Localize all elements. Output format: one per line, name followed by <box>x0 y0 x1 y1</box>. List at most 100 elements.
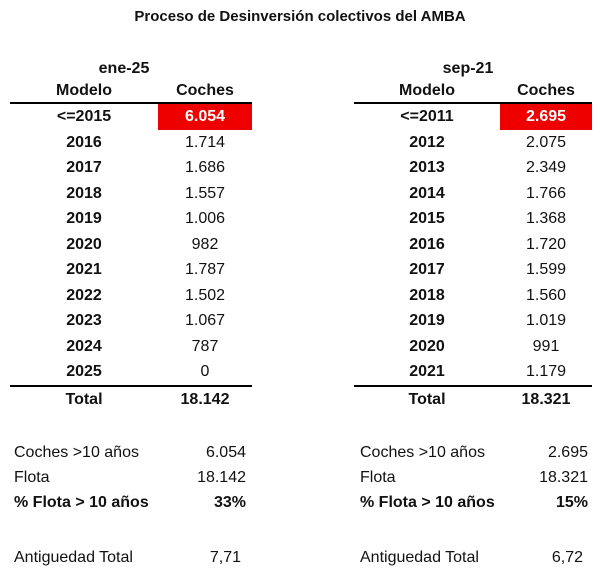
header-modelo: Modelo <box>56 82 112 99</box>
cell-coches: 1.714 <box>184 133 226 151</box>
table-row: 2020 982 <box>10 232 252 258</box>
stat-value: 7,71 <box>209 549 241 566</box>
cell-modelo: 2017 <box>66 159 102 176</box>
cell-modelo: 2012 <box>409 133 445 151</box>
table-row: 2019 1.019 <box>354 308 592 334</box>
stat-flota-row: Flota 18.321 <box>360 465 588 490</box>
stat-label: % Flota > 10 años <box>360 494 495 511</box>
stat-value: 18.142 <box>197 469 246 486</box>
total-label: Total <box>408 390 446 408</box>
cell-modelo: 2021 <box>66 261 102 278</box>
total-value: 18.321 <box>521 390 571 408</box>
cell-modelo: 2021 <box>409 363 445 380</box>
table-row: 2017 1.686 <box>10 155 252 181</box>
table-date: ene-25 <box>98 60 150 77</box>
total-row: Total 18.142 <box>10 384 252 413</box>
table-ene-25: ene-25 Modelo Coches <=2015 6.054 2016 1.71… <box>10 58 252 412</box>
stat-label: % Flota > 10 años <box>14 494 149 511</box>
stat-label: Flota <box>360 469 396 486</box>
header-coches: Coches <box>517 82 575 99</box>
cell-coches: 0 <box>200 363 210 380</box>
cell-coches: 1.720 <box>525 235 567 253</box>
table-row: 2018 1.560 <box>354 283 592 309</box>
cell-coches: 1.019 <box>525 312 567 329</box>
cell-coches: 1.006 <box>184 210 226 227</box>
cell-coches: 991 <box>532 337 560 355</box>
stat-label: Antiguedad Total <box>14 549 133 566</box>
cell-coches: 1.560 <box>525 286 567 304</box>
table-row: 2020 991 <box>354 334 592 360</box>
cell-coches: 1.179 <box>525 363 567 380</box>
total-value: 18.142 <box>180 390 230 408</box>
cell-modelo: 2020 <box>66 235 102 253</box>
cell-modelo: 2023 <box>66 312 102 329</box>
cell-modelo: <=2015 <box>56 108 112 125</box>
cell-modelo: 2022 <box>66 286 102 304</box>
table-row: <=2015 6.054 <box>10 104 252 130</box>
stat-label: Antiguedad Total <box>360 549 479 566</box>
stat-coches-row: Coches >10 años 6.054 <box>14 440 246 465</box>
table-row: 2024 787 <box>10 334 252 360</box>
cell-coches: 1.557 <box>184 184 226 202</box>
stat-pct-row: % Flota > 10 años 33% <box>14 490 246 515</box>
stat-antiguedad-row: Antiguedad Total 7,71 <box>14 545 246 570</box>
cell-coches: 982 <box>191 235 219 253</box>
cell-coches-highlight: 2.695 <box>500 104 592 130</box>
cell-modelo: 2025 <box>66 363 102 380</box>
stat-coches-row: Coches >10 años 2.695 <box>360 440 588 465</box>
stats-ene-25: Coches >10 años 6.054 Flota 18.142 % Flo… <box>14 440 246 570</box>
table-row: 2021 1.787 <box>10 257 252 283</box>
cell-coches: 2.075 <box>525 133 567 151</box>
cell-modelo: 2017 <box>409 261 445 278</box>
cell-modelo: 2013 <box>409 159 445 176</box>
stat-label: Coches >10 años <box>14 444 139 461</box>
cell-coches: 1.599 <box>525 261 567 278</box>
stat-value: 15% <box>555 494 588 511</box>
table-row: 2014 1.766 <box>354 181 592 207</box>
cell-coches: 1.787 <box>184 261 226 278</box>
table-row: 2022 1.502 <box>10 283 252 309</box>
stat-label: Coches >10 años <box>360 444 485 461</box>
table-sep-21: sep-21 Modelo Coches <=2011 2.695 2012 2.07… <box>354 58 592 412</box>
cell-modelo: 2018 <box>66 184 102 202</box>
page-title: Proceso de Desinversión colectivos del A… <box>134 8 466 25</box>
table-row: 2016 1.720 <box>354 232 592 258</box>
cell-modelo: 2020 <box>409 337 445 355</box>
cell-coches: 1.686 <box>184 159 226 176</box>
stat-antiguedad-row: Antiguedad Total 6,72 <box>360 545 588 570</box>
table-row: 2015 1.368 <box>354 206 592 232</box>
cell-modelo: 2014 <box>409 184 445 202</box>
table-header: Modelo Coches <box>10 80 252 104</box>
table-row: 2021 1.179 <box>354 359 592 385</box>
table-row: 2019 1.006 <box>10 206 252 232</box>
total-label: Total <box>65 390 103 408</box>
table-row: 2025 0 <box>10 359 252 385</box>
stats-sep-21: Coches >10 años 2.695 Flota 18.321 % Flo… <box>360 440 588 570</box>
table-row: 2018 1.557 <box>10 181 252 207</box>
cell-coches: 1.502 <box>184 286 226 304</box>
cell-coches: 1.067 <box>184 312 226 329</box>
header-modelo: Modelo <box>399 82 455 99</box>
cell-modelo: 2018 <box>409 286 445 304</box>
stat-pct-row: % Flota > 10 años 15% <box>360 490 588 515</box>
total-row: Total 18.321 <box>354 384 592 413</box>
cell-modelo: 2024 <box>66 337 102 355</box>
stat-label: Flota <box>14 469 50 486</box>
table-header: Modelo Coches <box>354 80 592 104</box>
table-date: sep-21 <box>442 60 494 77</box>
stat-value: 18.321 <box>539 469 588 486</box>
cell-coches: 2.349 <box>525 159 567 176</box>
cell-modelo: 2019 <box>66 210 102 227</box>
table-row: 2017 1.599 <box>354 257 592 283</box>
table-row: 2016 1.714 <box>10 130 252 156</box>
cell-coches-highlight: 6.054 <box>158 104 252 130</box>
cell-modelo: 2019 <box>409 312 445 329</box>
cell-coches: 787 <box>191 337 219 355</box>
cell-coches: 1.368 <box>525 210 567 227</box>
stat-value: 6,72 <box>551 549 583 566</box>
table-row: 2013 2.349 <box>354 155 592 181</box>
stat-flota-row: Flota 18.142 <box>14 465 246 490</box>
cell-modelo: <=2011 <box>400 108 454 125</box>
header-coches: Coches <box>176 82 234 99</box>
cell-modelo: 2015 <box>409 210 445 227</box>
